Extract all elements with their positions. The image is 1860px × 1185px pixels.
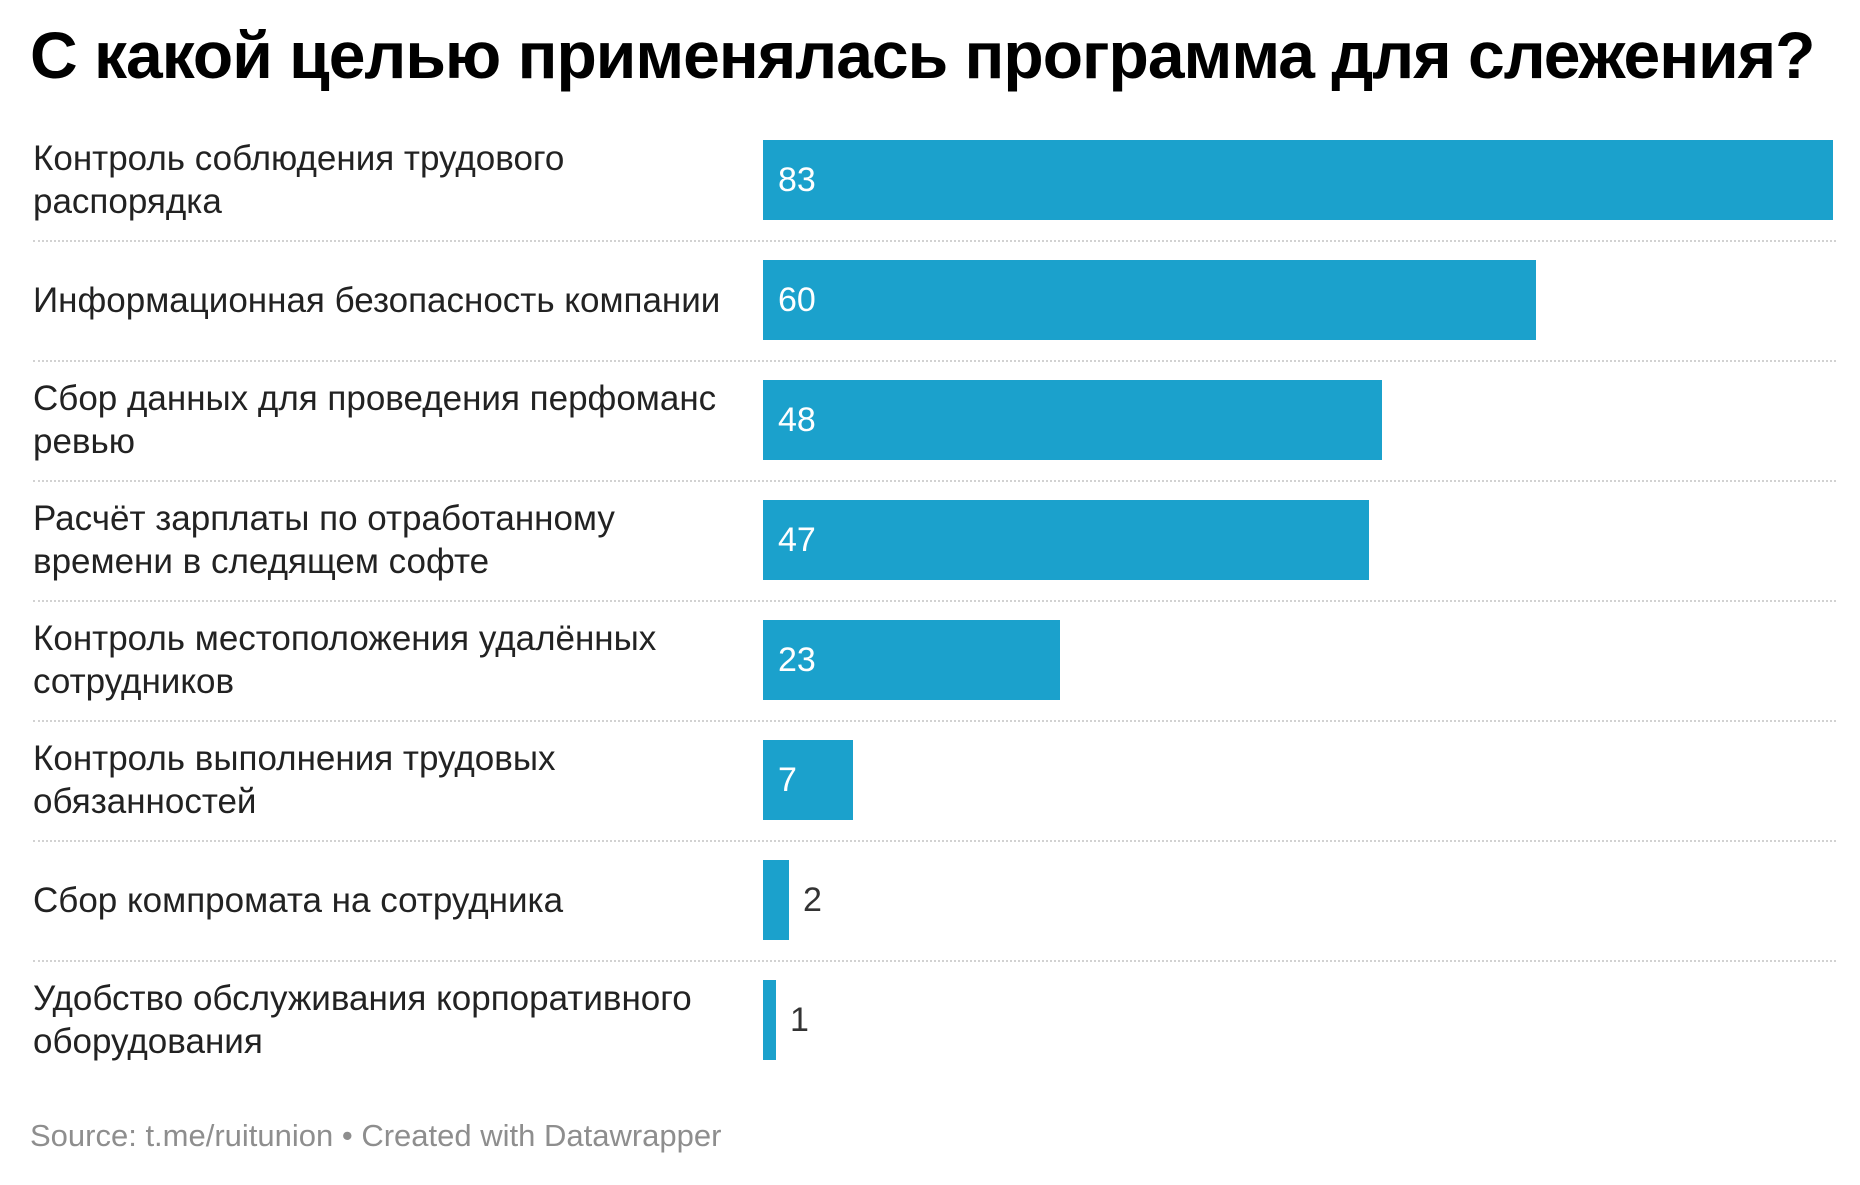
value-label: 47 <box>778 521 816 559</box>
row-divider <box>33 480 1836 482</box>
value-label: 2 <box>803 881 822 919</box>
bar <box>763 980 776 1060</box>
value-label: 7 <box>778 761 797 799</box>
bar <box>763 140 1833 220</box>
row-divider <box>33 840 1836 842</box>
bar <box>763 740 853 820</box>
row-divider <box>33 720 1836 722</box>
bar <box>763 500 1369 580</box>
chart-source-footer: Source: t.me/ruitunion • Created with Da… <box>30 1118 722 1153</box>
row-divider <box>33 600 1836 602</box>
category-label: Удобство обслуживания корпоративного обо… <box>33 979 692 1061</box>
bar <box>763 620 1060 700</box>
category-label: Расчёт зарплаты по отработанному времени… <box>33 499 615 581</box>
value-label: 48 <box>778 401 816 439</box>
row-divider <box>33 240 1836 242</box>
bar <box>763 380 1382 460</box>
category-label: Информационная безопасность компании <box>33 280 721 320</box>
row-divider <box>33 360 1836 362</box>
category-label: Контроль выполнения трудовых обязанносте… <box>33 739 556 821</box>
value-label: 1 <box>790 1001 809 1039</box>
chart-title: С какой целью применялась программа для … <box>30 18 1815 92</box>
category-label: Контроль местоположения удалённых сотруд… <box>33 619 657 701</box>
value-label: 60 <box>778 281 816 319</box>
value-label: 23 <box>778 641 816 679</box>
bar <box>763 860 789 940</box>
category-label: Сбор компромата на сотрудника <box>33 880 564 920</box>
category-label: Контроль соблюдения трудового распорядка <box>33 139 565 221</box>
value-label: 83 <box>778 161 816 199</box>
category-label: Сбор данных для проведения перфоманс рев… <box>33 379 717 461</box>
bar <box>763 260 1536 340</box>
row-divider <box>33 960 1836 962</box>
